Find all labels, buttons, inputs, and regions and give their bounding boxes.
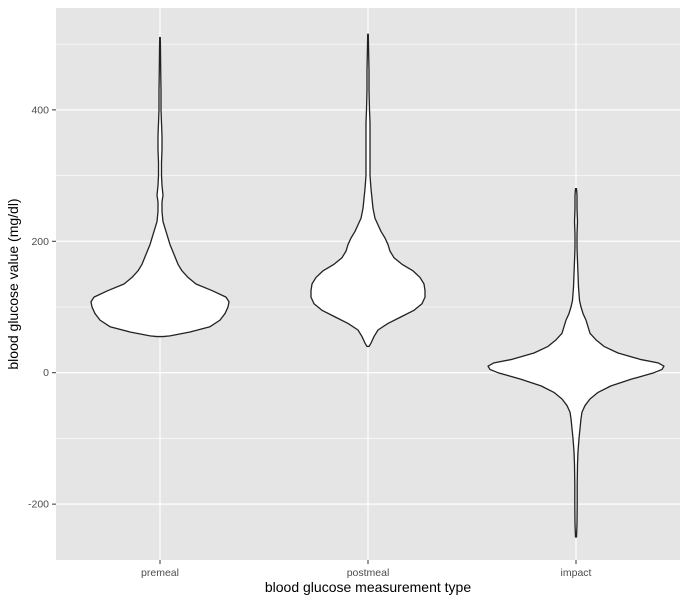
y-tick-label: 200 [31, 236, 49, 248]
violin-premeal [90, 36, 230, 338]
y-axis-ticks: -200 0 200 400 [28, 104, 56, 511]
y-tick-label: 0 [43, 367, 49, 379]
x-axis-ticks: premeal postmeal impact [141, 560, 592, 579]
violin-impact [487, 188, 665, 538]
x-tick-label: premeal [141, 567, 179, 579]
x-tick-label: postmeal [347, 567, 390, 579]
y-axis-title: blood glucose value (mg/dl) [5, 198, 21, 369]
violins [90, 33, 665, 538]
x-tick-label: impact [561, 567, 592, 579]
violin-postmeal [310, 33, 426, 348]
y-tick-label: 400 [31, 104, 49, 116]
y-tick-label: -200 [28, 499, 49, 511]
x-axis-title: blood glucose measurement type [265, 579, 471, 595]
